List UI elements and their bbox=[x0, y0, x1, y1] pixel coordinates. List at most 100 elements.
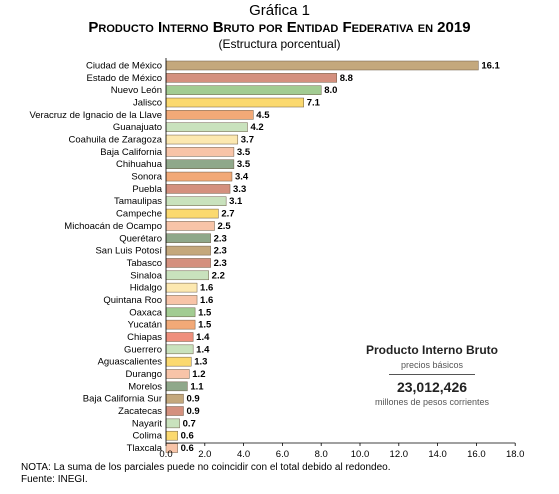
value-label: 16.1 bbox=[481, 61, 500, 72]
value-label: 0.9 bbox=[186, 406, 199, 417]
category-label: Nayarit bbox=[132, 418, 162, 429]
category-label: Guanajuato bbox=[113, 122, 162, 133]
value-labels: 16.18.88.07.14.54.23.73.53.53.43.33.12.7… bbox=[181, 61, 501, 455]
value-label: 3.7 bbox=[241, 135, 254, 146]
summary-subtitle: precios básicos bbox=[400, 360, 464, 370]
bar-tamaulipas bbox=[165, 196, 227, 206]
bar-quintana-roo bbox=[165, 295, 198, 305]
figure-label: Gráfica 1 bbox=[249, 2, 310, 19]
summary-box: Producto Interno Bruto precios básicos 2… bbox=[352, 343, 512, 407]
category-label: Baja California bbox=[100, 147, 162, 158]
category-label: Jalisco bbox=[133, 98, 162, 109]
bar-san-luis-potosi bbox=[165, 245, 211, 256]
bar-tlaxcala bbox=[165, 443, 178, 453]
x-tick-label: 10.0 bbox=[351, 449, 370, 460]
bar-nuevo-leon bbox=[165, 85, 322, 95]
value-label: 3.1 bbox=[229, 196, 243, 207]
x-tick-label: 14.0 bbox=[428, 449, 447, 460]
bar-campeche bbox=[165, 208, 219, 219]
bar-guerrero bbox=[165, 344, 194, 355]
bar-guanajuato bbox=[165, 122, 248, 132]
value-label: 8.0 bbox=[324, 85, 337, 96]
bar-yucatan bbox=[165, 319, 196, 330]
category-label: Colima bbox=[132, 431, 162, 442]
bar-morelos bbox=[165, 381, 188, 392]
x-tick-label: 2.0 bbox=[198, 449, 211, 460]
bar-hidalgo bbox=[165, 282, 198, 293]
value-label: 7.1 bbox=[307, 98, 321, 109]
value-label: 1.6 bbox=[200, 283, 213, 294]
bar-oaxaca bbox=[165, 307, 196, 318]
category-label: Tlaxcala bbox=[127, 443, 163, 454]
bar-baja-california-sur bbox=[165, 393, 184, 404]
bar-puebla bbox=[165, 184, 231, 194]
bar-tabasco bbox=[165, 258, 211, 268]
category-label: Coahuila de Zaragoza bbox=[69, 135, 163, 146]
value-label: 1.3 bbox=[194, 357, 207, 368]
summary-unit: millones de pesos corrientes bbox=[374, 397, 490, 407]
category-label: Tamaulipas bbox=[114, 196, 162, 207]
value-label: 2.7 bbox=[221, 209, 234, 220]
value-label: 0.6 bbox=[181, 443, 194, 454]
value-label: 3.5 bbox=[237, 147, 251, 158]
category-label: Zacatecas bbox=[118, 406, 162, 417]
x-tick-label: 4.0 bbox=[237, 449, 250, 460]
category-label: Querétaro bbox=[119, 233, 162, 244]
chart-subtitle: (Estructura porcentual) bbox=[218, 37, 341, 51]
bar-sonora bbox=[165, 171, 233, 182]
x-tick-label: 6.0 bbox=[276, 449, 289, 460]
value-label: 1.4 bbox=[196, 344, 210, 355]
category-label: Sonora bbox=[131, 172, 162, 183]
bar-estado-de-mexico bbox=[165, 73, 337, 83]
category-label: Michoacán de Ocampo bbox=[64, 221, 162, 232]
category-label: Tabasco bbox=[127, 258, 162, 269]
value-label: 3.3 bbox=[233, 184, 246, 195]
bar-veracruz-de-ignacio-de-la-llave bbox=[165, 110, 254, 120]
bar-colima bbox=[165, 430, 178, 441]
category-label: Guerrero bbox=[124, 344, 162, 355]
category-label: Ciudad de México bbox=[86, 61, 162, 72]
category-label: Hidalgo bbox=[130, 283, 162, 294]
value-label: 8.8 bbox=[340, 73, 353, 84]
summary-title: Producto Interno Bruto bbox=[366, 343, 498, 357]
source-note: Fuente: INEGI. bbox=[21, 474, 88, 485]
value-label: 1.5 bbox=[198, 320, 212, 331]
category-label: Aguascalientes bbox=[98, 357, 163, 368]
bar-queretaro bbox=[165, 233, 211, 244]
bar-coahuila-de-zaragoza bbox=[165, 134, 239, 145]
bar-chihuahua bbox=[165, 159, 235, 169]
value-label: 2.3 bbox=[214, 233, 227, 244]
category-label: Chiapas bbox=[127, 332, 162, 343]
category-label: Sinaloa bbox=[130, 270, 162, 281]
bar-durango bbox=[165, 369, 190, 379]
value-label: 2.3 bbox=[214, 246, 227, 257]
category-label: Campeche bbox=[116, 209, 162, 220]
value-label: 1.1 bbox=[190, 381, 204, 392]
category-label: Veracruz de Ignacio de la Llave bbox=[29, 110, 162, 121]
value-label: 4.5 bbox=[256, 110, 270, 121]
bar-michoacan-de-ocampo bbox=[165, 221, 215, 231]
category-label: Baja California Sur bbox=[83, 394, 162, 405]
bar-jalisco bbox=[165, 97, 304, 108]
value-label: 1.5 bbox=[198, 307, 212, 318]
value-label: 0.6 bbox=[181, 431, 194, 442]
value-label: 1.6 bbox=[200, 295, 213, 306]
chart-title: Producto Interno Bruto por Entidad Feder… bbox=[88, 19, 471, 36]
bar-sinaloa bbox=[165, 270, 209, 281]
value-label: 4.2 bbox=[250, 122, 263, 133]
value-label: 2.3 bbox=[214, 258, 227, 269]
category-label: Estado de México bbox=[86, 73, 162, 84]
bar-ciudad-de-mexico bbox=[165, 60, 479, 71]
x-tick-label: 0.0 bbox=[159, 449, 172, 460]
x-axis: 0.0 2.0 4.0 6.0 8.0 10.0 12.0 14.0 16.0 18.0 bbox=[159, 58, 524, 460]
category-label: Nuevo León bbox=[111, 85, 162, 96]
bar-chiapas bbox=[165, 332, 194, 342]
category-label: Quintana Roo bbox=[103, 295, 162, 306]
value-label: 0.7 bbox=[183, 418, 196, 429]
bar-nayarit bbox=[165, 418, 180, 429]
summary-divider bbox=[389, 374, 475, 375]
value-label: 3.4 bbox=[235, 172, 249, 183]
value-label: 1.4 bbox=[196, 332, 210, 343]
